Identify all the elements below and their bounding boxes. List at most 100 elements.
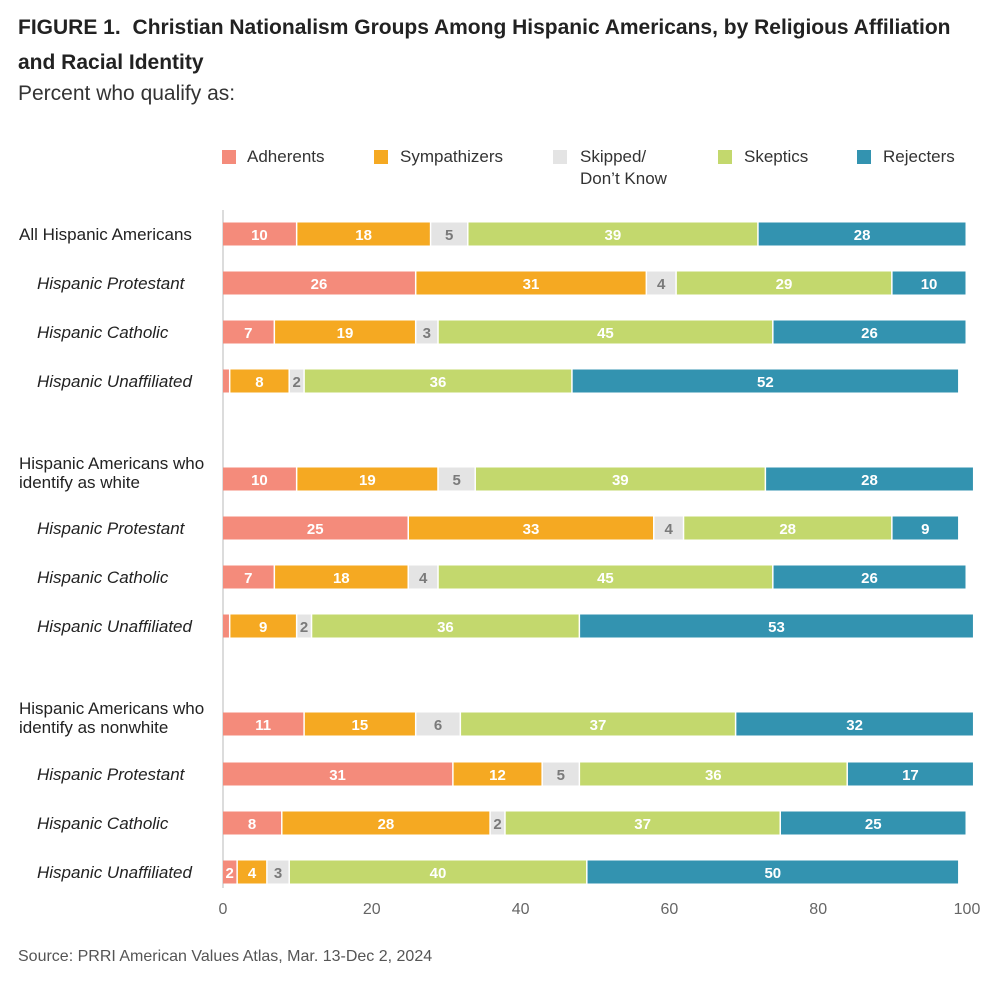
bar-row7-skeptics	[438, 565, 773, 589]
value-label-row1-skipped: 5	[445, 227, 453, 244]
row-label-6: Hispanic Protestant	[37, 519, 186, 538]
x-tick-label-100: 100	[954, 901, 981, 918]
value-label-row4-skipped: 2	[292, 374, 300, 391]
bar-row2-rejecters	[892, 271, 966, 295]
value-label-row7-skeptics: 45	[597, 570, 614, 587]
value-label-row6-rejecters: 9	[921, 521, 929, 538]
value-label-row3-skeptics: 45	[597, 325, 614, 342]
row-label-1: All Hispanic Americans	[19, 225, 192, 244]
value-label-row12-sympathizers: 4	[248, 865, 257, 882]
bar-row6-rejecters	[892, 516, 959, 540]
row-label-7: Hispanic Catholic	[37, 568, 169, 587]
bar-row12-adherents	[223, 860, 237, 884]
value-label-row7-skipped: 4	[419, 570, 428, 587]
value-label-row9-rejecters: 32	[846, 717, 863, 734]
bar-row10-sympathizers	[453, 762, 542, 786]
bar-row8-rejecters	[580, 614, 973, 638]
value-label-row9-adherents: 11	[255, 717, 271, 734]
row-label-3: Hispanic Catholic	[37, 323, 169, 342]
bar-row10-skeptics	[580, 762, 847, 786]
bar-row6-sympathizers	[409, 516, 654, 540]
bar-row4-rejecters	[572, 369, 959, 393]
value-label-row5-sympathizers: 19	[359, 472, 376, 489]
legend-swatch-skeptics	[718, 150, 732, 164]
legend-swatch-adherents	[222, 150, 236, 164]
bar-row9-skipped	[416, 712, 460, 736]
source-note: Source: PRRI American Values Atlas, Mar.…	[18, 948, 433, 965]
x-tick-label-40: 40	[512, 901, 530, 918]
value-label-row8-sympathizers: 9	[259, 619, 267, 636]
bar-row12-skeptics	[289, 860, 587, 884]
legend-label-skipped: Skipped/ Don’t Know	[580, 147, 667, 188]
row-label-8: Hispanic Unaffiliated	[37, 617, 193, 636]
bar-row3-skeptics	[438, 320, 773, 344]
value-label-row5-rejecters: 28	[861, 472, 878, 489]
bar-row5-skipped	[438, 467, 475, 491]
bar-row9-skeptics	[461, 712, 735, 736]
value-label-row10-adherents: 31	[329, 767, 346, 784]
value-label-row6-sympathizers: 33	[523, 521, 540, 538]
value-label-row1-sympathizers: 18	[355, 227, 372, 244]
bar-row1-skeptics	[468, 222, 758, 246]
row-label-4: Hispanic Unaffiliated	[37, 372, 193, 391]
bar-row3-adherents	[223, 320, 274, 344]
bar-row4-adherents	[223, 369, 229, 393]
value-label-row3-adherents: 7	[244, 325, 252, 342]
chart-subtitle: Percent who qualify as:	[18, 82, 236, 105]
bar-row11-adherents	[223, 811, 282, 835]
value-label-row12-skeptics: 40	[430, 865, 447, 882]
value-label-row11-sympathizers: 28	[378, 816, 395, 833]
figure-title: Christian Nationalism Groups Among Hispa…	[18, 16, 951, 74]
bar-row5-adherents	[223, 467, 296, 491]
value-label-row6-adherents: 25	[307, 521, 324, 538]
value-label-row3-skipped: 3	[423, 325, 431, 342]
legend-label-sympathizers: Sympathizers	[400, 147, 503, 166]
value-label-row6-skipped: 4	[664, 521, 673, 538]
value-label-row5-skipped: 5	[452, 472, 460, 489]
bar-row11-sympathizers	[282, 811, 490, 835]
value-label-row8-skipped: 2	[300, 619, 308, 636]
value-label-row7-rejecters: 26	[861, 570, 878, 587]
bar-row9-rejecters	[736, 712, 973, 736]
value-label-row10-skeptics: 36	[705, 767, 722, 784]
bar-row8-sympathizers	[230, 614, 296, 638]
value-label-row5-skeptics: 39	[612, 472, 629, 489]
bar-row3-sympathizers	[275, 320, 415, 344]
bar-row1-adherents	[223, 222, 296, 246]
bar-row6-adherents	[223, 516, 408, 540]
value-label-row10-skipped: 5	[557, 767, 565, 784]
value-label-row8-rejecters: 53	[768, 619, 785, 636]
bar-row7-sympathizers	[275, 565, 408, 589]
row-label-10: Hispanic Protestant	[37, 765, 186, 784]
value-label-row1-skeptics: 39	[605, 227, 622, 244]
bar-row4-skipped	[289, 369, 304, 393]
bar-row12-skipped	[267, 860, 289, 884]
bar-row1-skipped	[431, 222, 468, 246]
bar-row11-rejecters	[781, 811, 966, 835]
value-label-row4-skeptics: 36	[430, 374, 447, 391]
value-label-row11-adherents: 8	[248, 816, 256, 833]
bar-row3-rejecters	[773, 320, 966, 344]
chart-title: FIGURE 1. Christian Nationalism Groups A…	[18, 10, 978, 80]
figure-label: FIGURE 1.	[18, 16, 121, 39]
bar-row10-adherents	[223, 762, 453, 786]
legend-swatch-skipped	[553, 150, 567, 164]
bar-row11-skeptics	[505, 811, 780, 835]
value-label-row2-rejecters: 10	[921, 276, 938, 293]
value-label-row11-skeptics: 37	[634, 816, 651, 833]
value-label-row5-adherents: 10	[251, 472, 268, 489]
value-label-row2-skipped: 4	[657, 276, 666, 293]
bar-row12-sympathizers	[237, 860, 267, 884]
bar-row2-skeptics	[676, 271, 892, 295]
bar-row4-sympathizers	[230, 369, 289, 393]
row-label-2: Hispanic Protestant	[37, 274, 186, 293]
value-label-row8-skeptics: 36	[437, 619, 454, 636]
value-label-row3-rejecters: 26	[861, 325, 878, 342]
bar-row4-skeptics	[304, 369, 572, 393]
bar-row5-sympathizers	[297, 467, 438, 491]
bar-row7-rejecters	[773, 565, 966, 589]
bar-row2-adherents	[223, 271, 415, 295]
bar-row7-adherents	[223, 565, 274, 589]
value-label-row4-sympathizers: 8	[255, 374, 263, 391]
